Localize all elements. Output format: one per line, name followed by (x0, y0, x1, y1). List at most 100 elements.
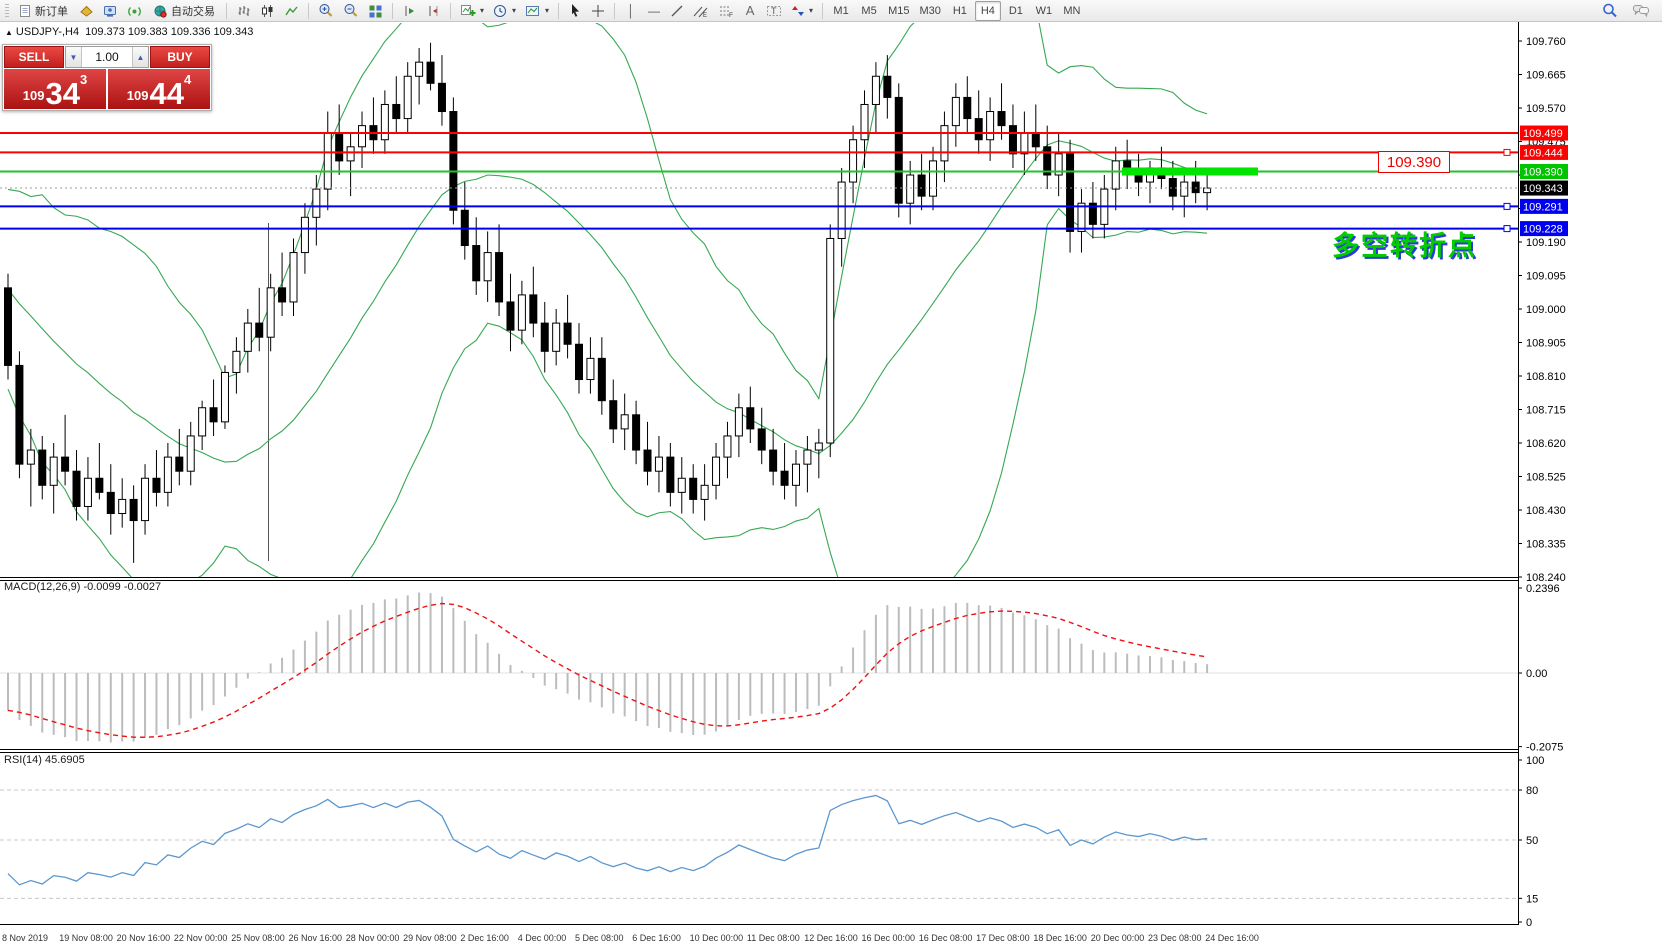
templates-button[interactable]: ▾ (521, 1, 553, 21)
candle (61, 414, 70, 486)
tf-m30-button[interactable]: M30 (915, 1, 944, 21)
indicators-button[interactable]: ▾ (456, 1, 488, 21)
toolbar-separator (822, 2, 824, 19)
fibonacci-button[interactable]: F (714, 1, 738, 21)
templates-icon (525, 4, 541, 18)
candle (529, 266, 538, 338)
zoom-out-button[interactable] (339, 1, 363, 21)
candle (666, 443, 675, 507)
volume-input[interactable] (82, 47, 132, 67)
candle (232, 337, 241, 394)
green-highlight-segment[interactable] (1122, 167, 1258, 176)
time-tick-label: 11 Dec 08:00 (747, 933, 800, 943)
toolbar-drag-handle[interactable] (5, 3, 9, 18)
tf-m15-button[interactable]: M15 (884, 1, 913, 21)
svg-text:F: F (729, 12, 733, 18)
price-tick-label: 108.430 (1526, 505, 1566, 517)
buy-price-box[interactable]: 109 44 4 (108, 69, 210, 109)
tf-m5-button[interactable]: M5 (856, 1, 882, 21)
candle (49, 443, 58, 514)
chart-symbol-header: ▲ USDJPY-,H4 109.373 109.383 109.336 109.3… (5, 26, 253, 38)
tf-d1-button[interactable]: D1 (1003, 1, 1029, 21)
tf-m1-button[interactable]: M1 (828, 1, 854, 21)
candle (1180, 167, 1189, 218)
ohlc-values: 109.373 109.383 109.336 109.343 (85, 26, 254, 38)
time-tick-label: 20 Nov 16:00 (117, 933, 171, 943)
rsi-tick-label: 80 (1526, 785, 1538, 797)
toolbar-right (1598, 1, 1658, 21)
tf-h4-button[interactable]: H4 (974, 0, 1001, 21)
candle (597, 337, 606, 415)
price-tag-annotation[interactable]: 109.390 (1378, 151, 1450, 173)
horizontal-line-button[interactable]: — (643, 1, 665, 21)
candle (141, 464, 150, 535)
rsi-tick-label: 0 (1526, 917, 1532, 929)
buy-button[interactable]: BUY (150, 46, 210, 68)
text-label-button[interactable]: T (762, 1, 786, 21)
trade-panel-top-row: SELL ▼ ▲ BUY (4, 46, 210, 68)
buy-price-figure: 109 (126, 88, 149, 103)
text-label-icon: T (766, 4, 782, 18)
volume-increase-button[interactable]: ▲ (132, 47, 148, 67)
hline-marker[interactable] (1503, 225, 1511, 233)
candle (495, 224, 504, 317)
cursor-icon (568, 3, 582, 18)
candle (26, 428, 35, 507)
svg-text:109.291: 109.291 (1523, 201, 1563, 213)
hline-marker[interactable] (1503, 202, 1511, 210)
zoom-in-button[interactable] (314, 1, 338, 21)
new-order-button[interactable]: 新订单 (13, 1, 74, 21)
autotrading-button[interactable]: 自动交易 (147, 1, 221, 21)
candle (83, 457, 92, 521)
toolbar-separator (614, 2, 616, 19)
sell-price-box[interactable]: 109 34 3 (4, 69, 106, 109)
axis-price-label: 109.228 (1520, 221, 1568, 237)
candle (72, 450, 81, 521)
arrows-button[interactable]: ▾ (787, 1, 817, 21)
arrows-icon (791, 4, 805, 18)
tf-mn-button[interactable]: MN (1059, 1, 1085, 21)
candle (163, 443, 172, 507)
market-watch-button[interactable] (99, 1, 122, 21)
candle (826, 224, 835, 458)
turning-point-note[interactable]: 多空转折点 (1332, 231, 1477, 261)
vertical-line-button[interactable]: │ (620, 1, 642, 21)
auto-scroll-button[interactable] (398, 1, 421, 21)
hline-marker[interactable] (1503, 148, 1511, 156)
candle (300, 203, 309, 274)
volume-control: ▼ ▲ (65, 46, 149, 68)
price-tick-label: 109.760 (1526, 36, 1566, 48)
chat-button[interactable] (1628, 1, 1654, 21)
trendline-button[interactable] (666, 1, 688, 21)
search-button[interactable] (1598, 1, 1622, 21)
candle (312, 175, 321, 246)
symbol-title: USDJPY-,H4 (15, 26, 80, 38)
time-tick-label: 23 Dec 08:00 (1148, 933, 1202, 943)
tile-windows-button[interactable] (364, 1, 387, 21)
macd-indicator-label: MACD(12,26,9) -0.0099 -0.0027 (4, 581, 162, 593)
candle (540, 301, 549, 373)
bar-chart-button[interactable] (232, 1, 255, 21)
tf-w1-button[interactable]: W1 (1031, 1, 1057, 21)
chart-shift-button[interactable] (422, 1, 445, 21)
crosshair-button[interactable] (587, 1, 609, 21)
tf-h1-button[interactable]: H1 (947, 1, 973, 21)
sell-button[interactable]: SELL (4, 46, 64, 68)
market-watch-icon (103, 4, 118, 18)
periods-button[interactable]: ▾ (489, 1, 520, 21)
candlestick-chart-button[interactable] (256, 1, 279, 21)
volume-decrease-button[interactable]: ▼ (66, 47, 82, 67)
line-chart-button[interactable] (280, 1, 303, 21)
text-button[interactable]: A (739, 1, 761, 21)
candle (700, 464, 709, 521)
channel-button[interactable]: E (689, 1, 713, 21)
candle (723, 421, 732, 479)
zoom-out-icon (343, 3, 359, 18)
signals-button[interactable] (123, 1, 146, 21)
candle (437, 55, 446, 126)
charts-profile-button[interactable] (75, 1, 98, 21)
cursor-button[interactable] (564, 1, 586, 21)
price-tick-label: 109.095 (1526, 271, 1566, 283)
candle (951, 83, 960, 147)
